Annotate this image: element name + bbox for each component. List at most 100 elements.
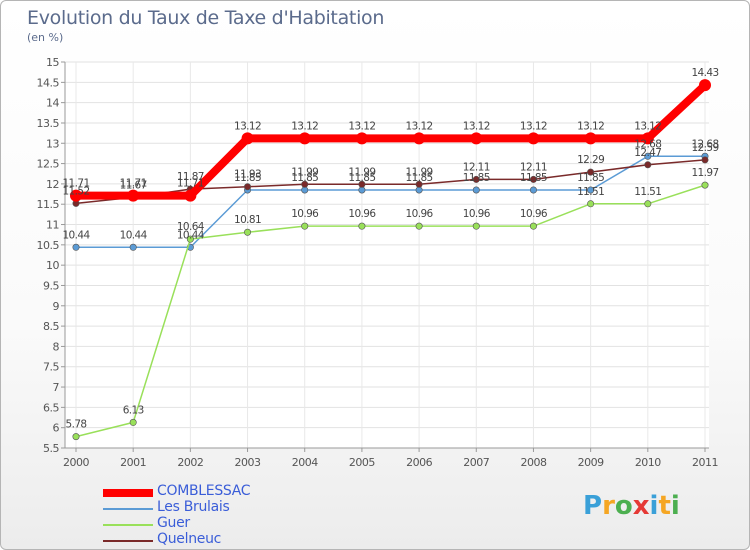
x-tick-label: 2008 [520,456,546,469]
data-label: 12.68 [634,138,661,150]
y-tick-label: 12 [46,178,59,191]
data-label: 10.81 [234,214,261,226]
data-point [472,186,480,194]
data-label: 11.99 [406,166,433,178]
y-tick-label: 6 [53,422,60,435]
legend-label: COMBLESSAC [157,483,251,499]
x-tick-label: 2001 [120,456,146,469]
logo-letter: r [602,491,615,521]
y-tick-label: 9.5 [43,279,59,292]
data-label: 13.12 [577,120,604,132]
data-label: 11.99 [291,166,318,178]
data-label: 5.78 [66,419,87,431]
data-point [641,132,654,145]
y-tick-label: 10 [46,259,59,272]
data-point [472,175,480,183]
data-point [72,433,80,441]
data-label: 10.44 [177,229,205,241]
data-label: 11.52 [62,185,89,197]
data-label: 10.44 [120,229,148,241]
data-label: 14.43 [691,67,718,79]
logo-letter: t [658,491,671,521]
series-line-les-brulais [75,155,706,249]
data-label: 12.11 [463,161,490,173]
y-tick-label: 8.5 [43,320,59,333]
data-point [129,243,137,251]
data-point [244,228,252,236]
data-point [415,222,423,230]
x-tick-label: 2000 [63,456,89,469]
data-label: 10.96 [406,208,434,220]
x-tick-label: 2006 [406,456,432,469]
data-point [584,132,597,145]
data-label: 11.85 [520,172,547,184]
legend-label: Quelneuc [157,531,222,547]
data-label: 12.59 [691,142,718,154]
data-label: 11.85 [291,172,318,184]
data-label: 10.64 [177,221,205,233]
data-label: 11.85 [348,172,375,184]
logo-letter: i [649,491,659,521]
series-line-guer [75,184,706,438]
data-point [358,180,366,188]
data-point [587,168,595,176]
data-label: 13.12 [463,120,490,132]
data-label: 13.12 [234,120,261,132]
data-point [701,181,709,189]
data-label: 13.12 [634,120,661,132]
data-label: 10.96 [463,208,491,220]
x-tick-label: 2004 [292,456,318,469]
logo-letter: o [614,491,633,521]
plot-area [65,62,709,448]
x-tick-label: 2007 [463,456,489,469]
data-label: 10.96 [291,208,319,220]
data-label: 11.85 [406,172,433,184]
y-tick-label: 5.5 [43,442,59,455]
x-tick-label: 2009 [578,456,604,469]
data-point [413,132,426,145]
data-point [472,222,480,230]
data-label: 11.87 [177,171,204,183]
data-point [644,152,652,160]
y-tick-label: 7 [53,381,60,394]
data-point [72,243,80,251]
data-point [301,180,309,188]
data-point [186,235,194,243]
y-tick-label: 11.5 [37,198,60,211]
y-tick-label: 11 [46,219,59,232]
data-point [529,175,537,183]
logo-letter: x [632,491,650,521]
data-label: 11.71 [177,178,204,190]
data-label: 12.47 [634,147,661,159]
x-tick-label: 2010 [635,456,661,469]
data-point [301,222,309,230]
data-point [184,189,197,202]
logo-letter: P [583,491,603,521]
data-point [644,200,652,208]
data-label: 11.85 [577,172,604,184]
chart-subtitle: (en %) [27,31,64,44]
data-label: 11.85 [463,172,490,184]
legend-swatch [103,524,153,526]
y-tick-label: 14.5 [37,76,60,89]
y-tick-label: 10.5 [37,239,60,252]
data-label: 12.29 [577,154,604,166]
legend-swatch [103,508,153,510]
x-tick-label: 2005 [349,456,375,469]
y-tick-label: 12.5 [37,158,60,171]
data-point [644,161,652,169]
x-tick-label: 2003 [235,456,261,469]
x-tick-label: 2011 [692,456,718,469]
legend-swatch [103,540,153,542]
y-tick-label: 9 [53,300,60,313]
data-label: 12.68 [691,138,718,150]
data-label: 11.99 [348,166,375,178]
data-label: 13.12 [348,120,375,132]
legend-label: Les Brulais [157,499,230,515]
data-label: 11.67 [120,179,147,191]
data-point [298,132,311,145]
series-line-quelneuc [75,159,706,205]
y-tick-label: 8 [53,340,60,353]
